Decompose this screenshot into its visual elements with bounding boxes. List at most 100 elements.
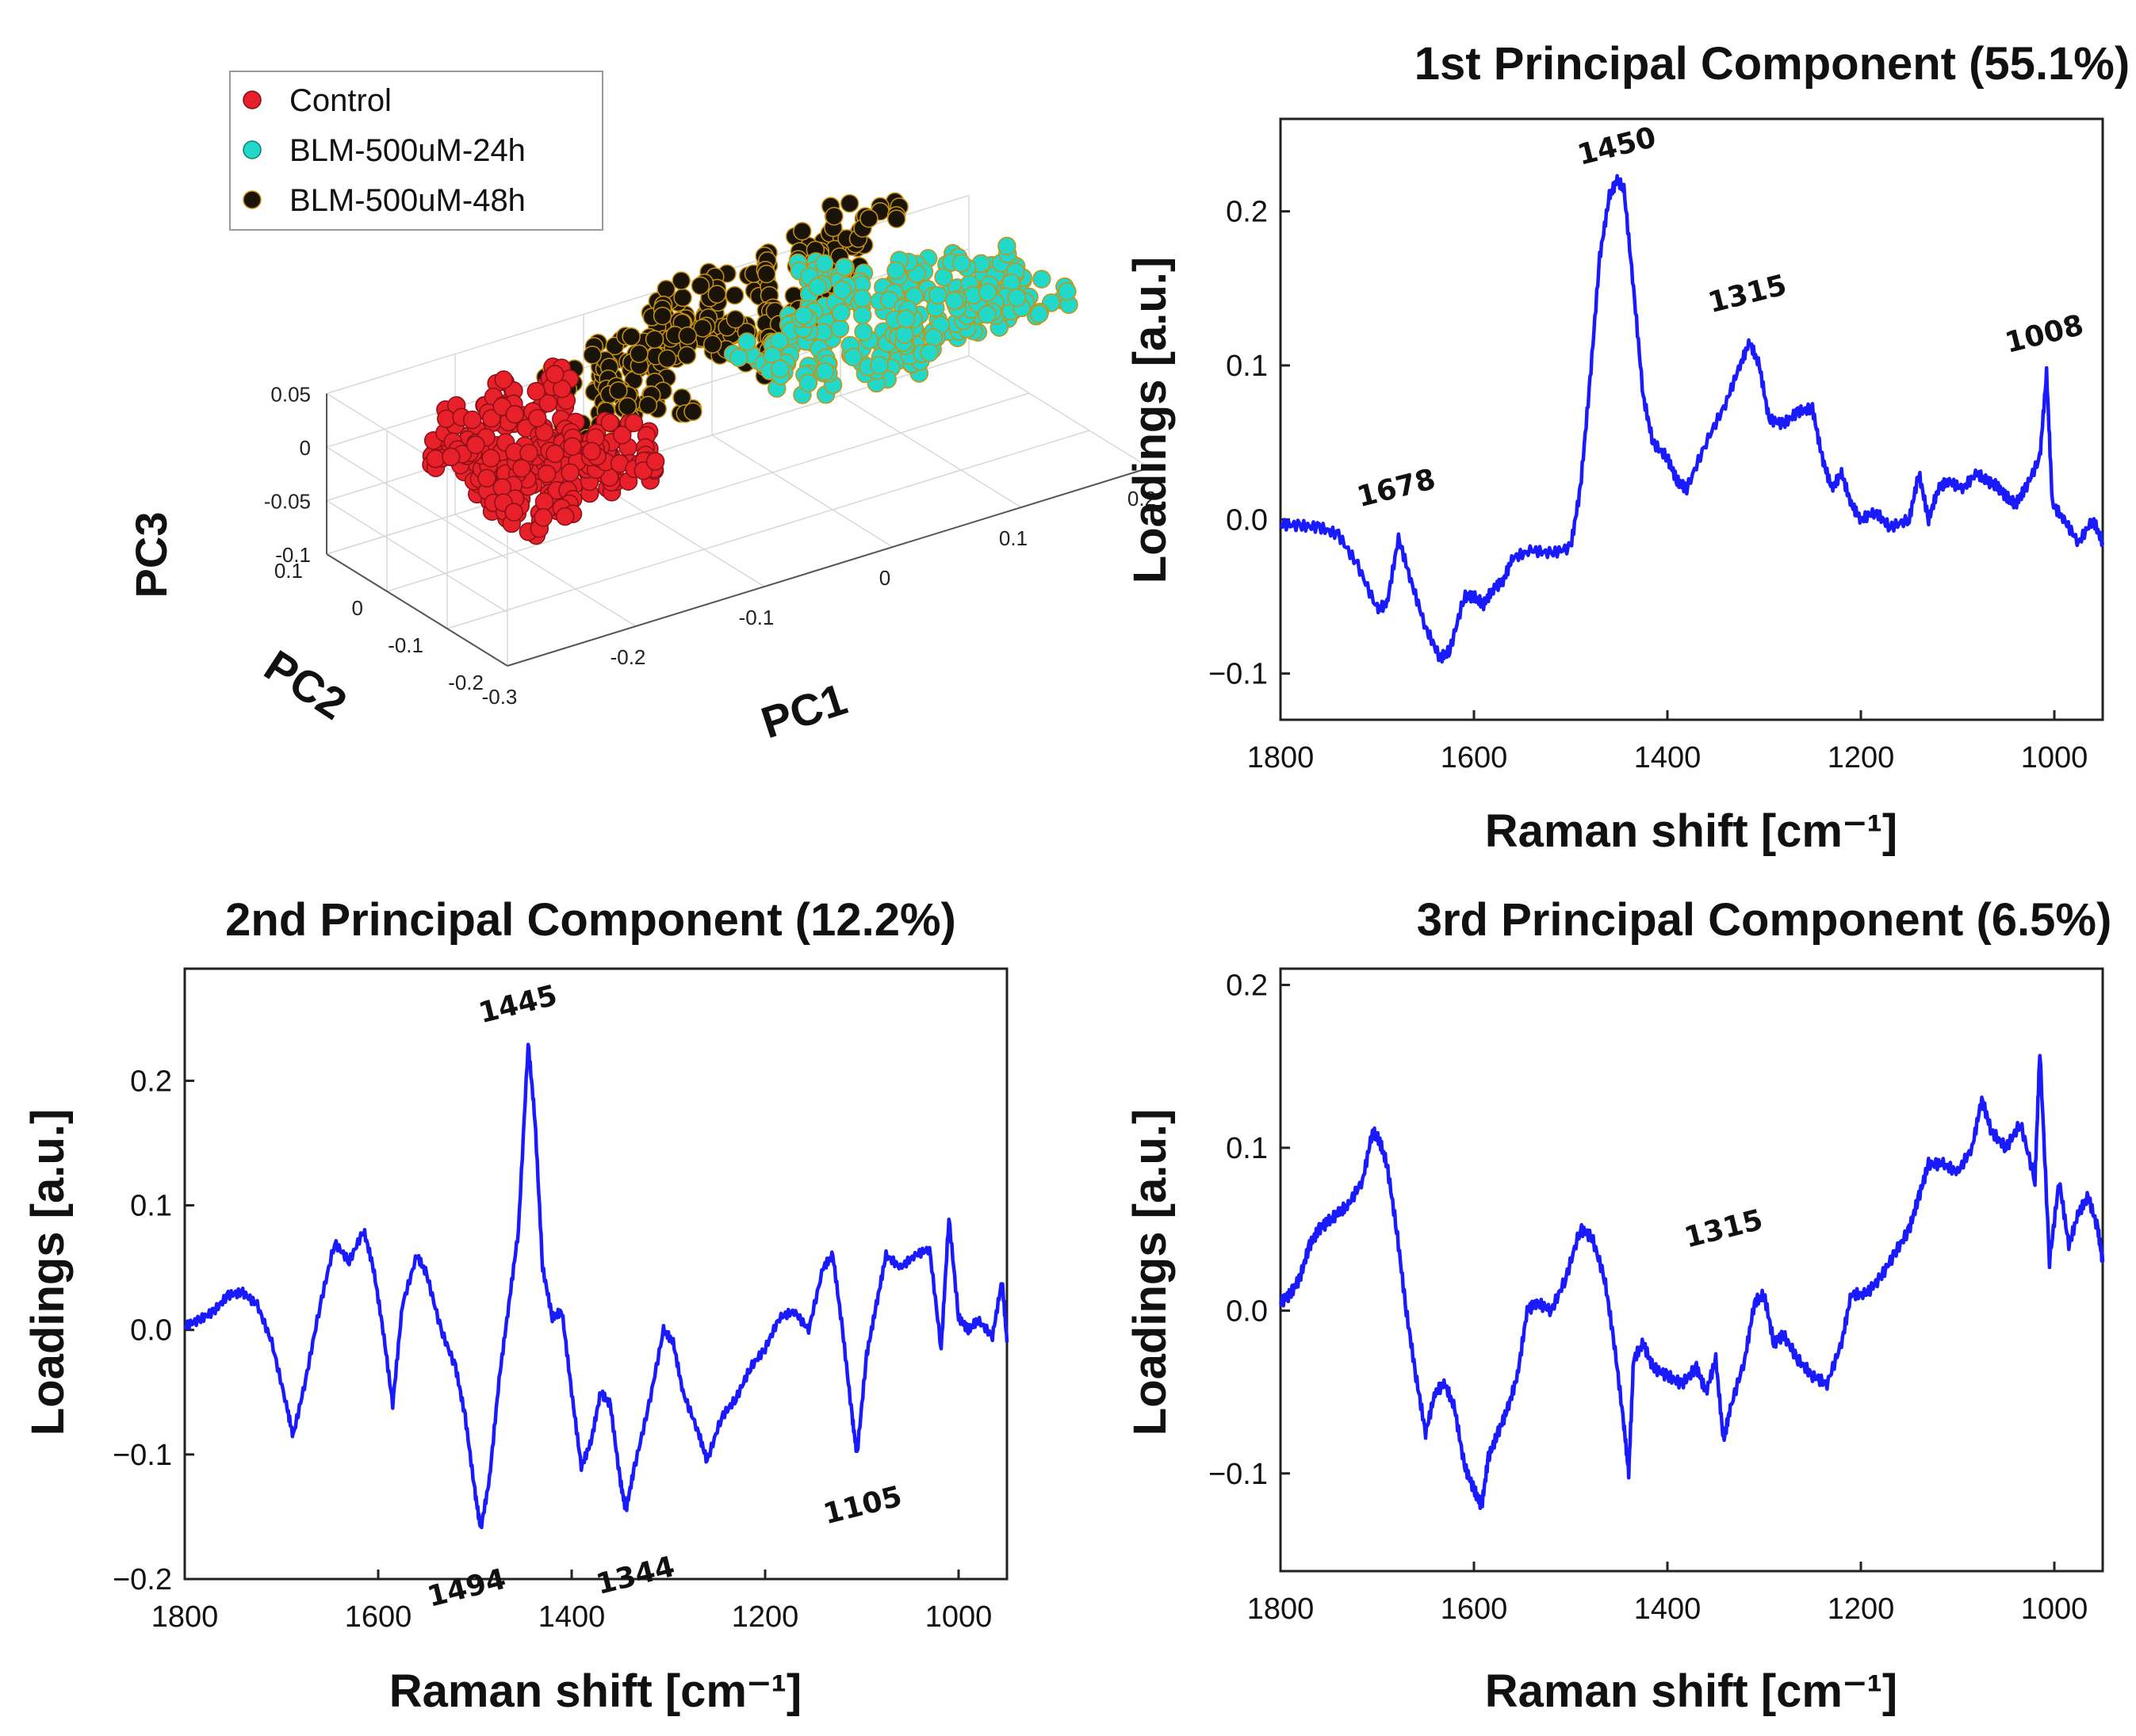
legend-label-control: Control [289,83,392,118]
pc1-x-tick-label: 1200 [1828,741,1895,774]
grid-floor-x [968,355,1150,468]
scatter-point-control [505,404,525,424]
pc1-tick-label: -0.1 [739,606,775,629]
pc1-x-tick-label: 1600 [1441,741,1508,774]
scatter-point-control [545,365,565,384]
scatter-point-control [534,507,553,527]
pc2-loading-line [183,1042,1009,1530]
scatter-point-blm-500um-48h [630,344,649,364]
scatter-point-blm-500um-48h [702,335,722,354]
legend-box [229,71,603,231]
scatter-point-blm-500um-24h [1029,304,1049,323]
pc2-peak-labels: 1445 1494 1344 1105 [424,979,905,1613]
scatter-point-blm-500um-24h [794,306,813,325]
scatter-point-control [512,459,531,478]
scatter-point-blm-500um-48h [645,330,664,349]
scatter-point-control [481,449,500,468]
pc3-tick-label: -0.1 [275,543,311,567]
scatter-point-blm-500um-24h [944,291,964,311]
pc2-y-tick-label: −0.1 [113,1439,172,1472]
legend-label-48h: BLM-500uM-48h [289,183,526,218]
scatter-point-blm-500um-24h [808,277,828,296]
scatter-point-blm-500um-24h [833,281,852,300]
pc3-loading-line [1278,1053,2105,1511]
scatter-point-blm-500um-48h [825,207,844,226]
pc1-y-tick-label: 0.0 [1226,503,1268,537]
scatter-point-blm-500um-24h [928,285,947,305]
scatter-point-blm-500um-24h [870,355,889,375]
scatter-point-control [426,449,446,468]
scatter-point-blm-500um-24h [934,267,953,287]
pc1-y-tick-label: 0.2 [1226,196,1268,229]
scatter-point-blm-500um-24h [895,325,914,344]
pc1-y-tick-label: 0.1 [1226,350,1268,383]
pc1-plot-frame [1279,117,2104,721]
scatter-point-control [537,464,557,484]
legend-marker-control [243,90,262,109]
scatter-point-blm-500um-48h [638,396,658,415]
pc3-y-axis-label: Loadings [a.u.] [1124,1109,1176,1436]
pc2-x-tick-label: 1000 [925,1600,993,1634]
scatter-point-blm-500um-24h [854,322,873,342]
legend-marker-48h [243,190,262,209]
scatter-point-blm-500um-48h [725,285,745,305]
pca-3d-scatter-panel: -0.3-0.2-0.100.10.2-0.2-0.100.1-0.1-0.05… [126,71,1156,748]
pc3-y-tick-label: 0.0 [1226,1294,1268,1328]
pc1-loading-line [1279,174,2105,664]
scatter-point-control [612,425,632,445]
scatter-point-blm-500um-48h [622,327,641,346]
scatter-point-control [600,413,620,432]
pc2-peak-label: 1344 [593,1551,678,1601]
scatter-point-control [462,410,482,430]
pc1-tick-label: 0 [879,566,890,590]
pc1-axis-line [507,467,1150,667]
pc3-y-tick-label: −0.1 [1208,1458,1268,1491]
3d-tick-labels: -0.3-0.2-0.100.10.2-0.2-0.100.1-0.1-0.05… [264,383,1156,709]
scatter-point-blm-500um-48h [656,280,676,299]
scatter-point-blm-500um-24h [737,332,756,351]
pc2-tick-label: 0 [352,596,363,620]
scatter-point-blm-500um-48h [725,309,745,329]
pc3-y-tick-label: 0.2 [1226,969,1268,1003]
scatter-point-control [563,437,582,456]
pc1-peak-label: 1315 [1705,269,1790,319]
grid-side-z [326,499,508,614]
scatter-point-blm-500um-48h [683,402,702,422]
pc1-tick-label: -0.2 [611,645,646,669]
scatter-point-blm-500um-48h [657,349,677,369]
pc2-peak-label: 1494 [424,1563,509,1614]
scatter-point-control [526,381,546,401]
pc2-x-tick-label: 1600 [345,1600,412,1634]
scatter-point-blm-500um-48h [707,285,727,304]
scatter-point-blm-500um-24h [844,347,863,367]
scatter-point-control [528,408,547,428]
scatter-point-control [466,435,485,454]
pc2-y-tick-label: 0.0 [130,1314,172,1348]
scatter-point-blm-500um-48h [793,221,812,241]
scatter-point-control [437,409,456,429]
scatter-point-control [555,507,575,526]
scatter-point-blm-500um-24h [852,305,872,325]
pc2-x-tick-label: 1400 [538,1600,606,1634]
scatter-point-blm-500um-48h [618,397,637,416]
scatter-point-blm-500um-24h [896,309,916,329]
pc2-peak-label: 1445 [476,979,561,1030]
grid-floor-y [386,392,1030,592]
axis-label-pc3: PC3 [126,512,176,598]
pc3-peak-labels: 1315 [1681,1204,1766,1255]
scatter-point-blm-500um-24h [920,343,940,362]
scatter-point-control [494,370,513,389]
pc3-x-tick-label: 1600 [1441,1593,1508,1626]
pc3-tick-label: 0.05 [270,383,311,407]
pc1-peak-labels: 1678 1450 1315 1008 [1353,121,2087,514]
pc2-tick-label: -0.2 [448,671,484,694]
pc2-peak-label: 1105 [821,1480,905,1531]
scatter-point-control [477,468,496,488]
scatter-point-blm-500um-48h [677,346,697,365]
pc2-tick-label: 0.1 [274,559,303,583]
pc1-x-tick-label: 1000 [2021,741,2088,774]
scatter-point-control [582,442,602,461]
pc3-plot-frame [1279,967,2104,1573]
scatter-point-blm-500um-24h [815,361,835,381]
